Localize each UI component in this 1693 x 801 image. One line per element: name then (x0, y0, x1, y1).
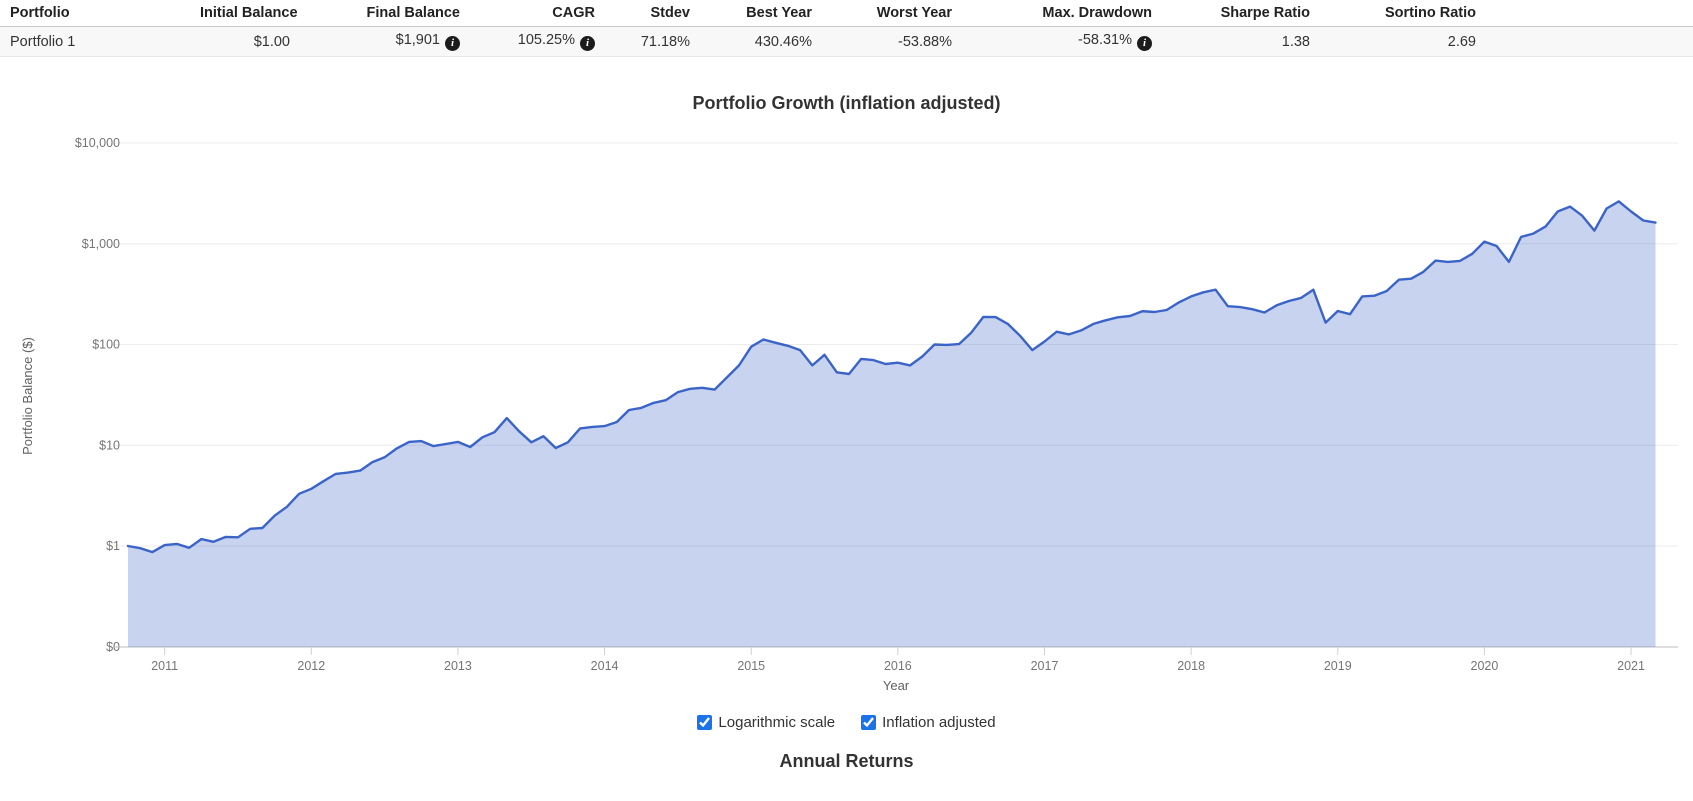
info-icon[interactable]: i (580, 36, 595, 51)
info-icon[interactable]: i (1137, 36, 1152, 51)
col-header-sortino-ratio: Sortino Ratio (1320, 0, 1486, 27)
initial-balance-value: $1.00 (253, 33, 290, 50)
worst-year-value: -53.88% (897, 33, 952, 50)
x-tick-label: 2013 (444, 659, 472, 673)
inflation-adjusted-checkbox[interactable] (861, 715, 877, 730)
y-tick-label: $10 (99, 438, 120, 452)
x-tick-label: 2021 (1617, 659, 1645, 673)
sharpe-ratio-value: 1.38 (1281, 33, 1310, 50)
y-tick-label: $1 (106, 539, 120, 553)
final-balance-value: $1,901 i (300, 27, 470, 57)
col-header-stdev: Stdev (605, 0, 700, 27)
col-header-filler (1486, 0, 1693, 27)
logarithmic-scale-control[interactable]: Logarithmic scale (697, 714, 835, 731)
stdev-value: 71.18% (640, 33, 690, 50)
chart-controls: Logarithmic scale Inflation adjusted (0, 714, 1693, 731)
max-drawdown-value: -58.31% i (962, 27, 1162, 57)
annual-returns-title: Annual Returns (779, 751, 914, 771)
x-axis-title: Year (883, 678, 910, 693)
y-tick-label: $10,000 (75, 136, 120, 150)
logarithmic-scale-label: Logarithmic scale (718, 714, 836, 731)
table-row: Portfolio 1 $1.00 $1,901 i 105.25% i 71.18… (0, 26, 1693, 57)
col-header-final-balance: Final Balance (300, 0, 470, 27)
y-tick-label: $1,000 (82, 237, 120, 251)
x-tick-label: 2016 (884, 659, 912, 673)
y-tick-label: $0 (106, 640, 120, 654)
x-tick-label: 2015 (737, 659, 765, 673)
table-header-row: Portfolio Initial Balance Final Balance … (0, 0, 1693, 27)
chart-title: Portfolio Growth (inflation adjusted) (692, 93, 1001, 113)
x-tick-label: 2018 (1177, 659, 1205, 673)
col-header-worst-year: Worst Year (822, 0, 962, 27)
x-tick-label: 2017 (1031, 659, 1059, 673)
logarithmic-scale-checkbox[interactable] (697, 715, 713, 730)
col-header-portfolio: Portfolio (0, 0, 190, 27)
col-header-best-year: Best Year (700, 0, 822, 27)
inflation-adjusted-label: Inflation adjusted (882, 714, 996, 731)
sortino-ratio-value: 2.69 (1447, 33, 1476, 50)
y-axis-title: Portfolio Balance ($) (20, 337, 35, 455)
portfolio-name: Portfolio 1 (10, 33, 76, 50)
col-header-max-drawdown: Max. Drawdown (962, 0, 1162, 27)
y-tick-label: $100 (92, 338, 120, 352)
cagr-value: 105.25% i (470, 27, 605, 57)
x-tick-label: 2011 (151, 659, 178, 673)
growth-line (126, 200, 1657, 554)
x-tick-label: 2020 (1471, 659, 1499, 673)
x-tick-label: 2012 (297, 659, 325, 673)
x-tick-label: 2014 (591, 659, 619, 673)
portfolio-growth-chart[interactable]: $0 $1 $10 $100 $1,000 $10,000 2011 2012 2013 2014… (0, 120, 1693, 698)
inflation-adjusted-control[interactable]: Inflation adjusted (861, 714, 996, 731)
col-header-sharpe-ratio: Sharpe Ratio (1162, 0, 1320, 27)
col-header-initial-balance: Initial Balance (190, 0, 300, 27)
best-year-value: 430.46% (754, 33, 812, 50)
col-header-cagr: CAGR (470, 0, 605, 27)
x-tick-label: 2019 (1324, 659, 1352, 673)
portfolio-stats-table: Portfolio Initial Balance Final Balance … (0, 0, 1693, 57)
info-icon[interactable]: i (445, 36, 460, 51)
growth-area (128, 201, 1656, 647)
